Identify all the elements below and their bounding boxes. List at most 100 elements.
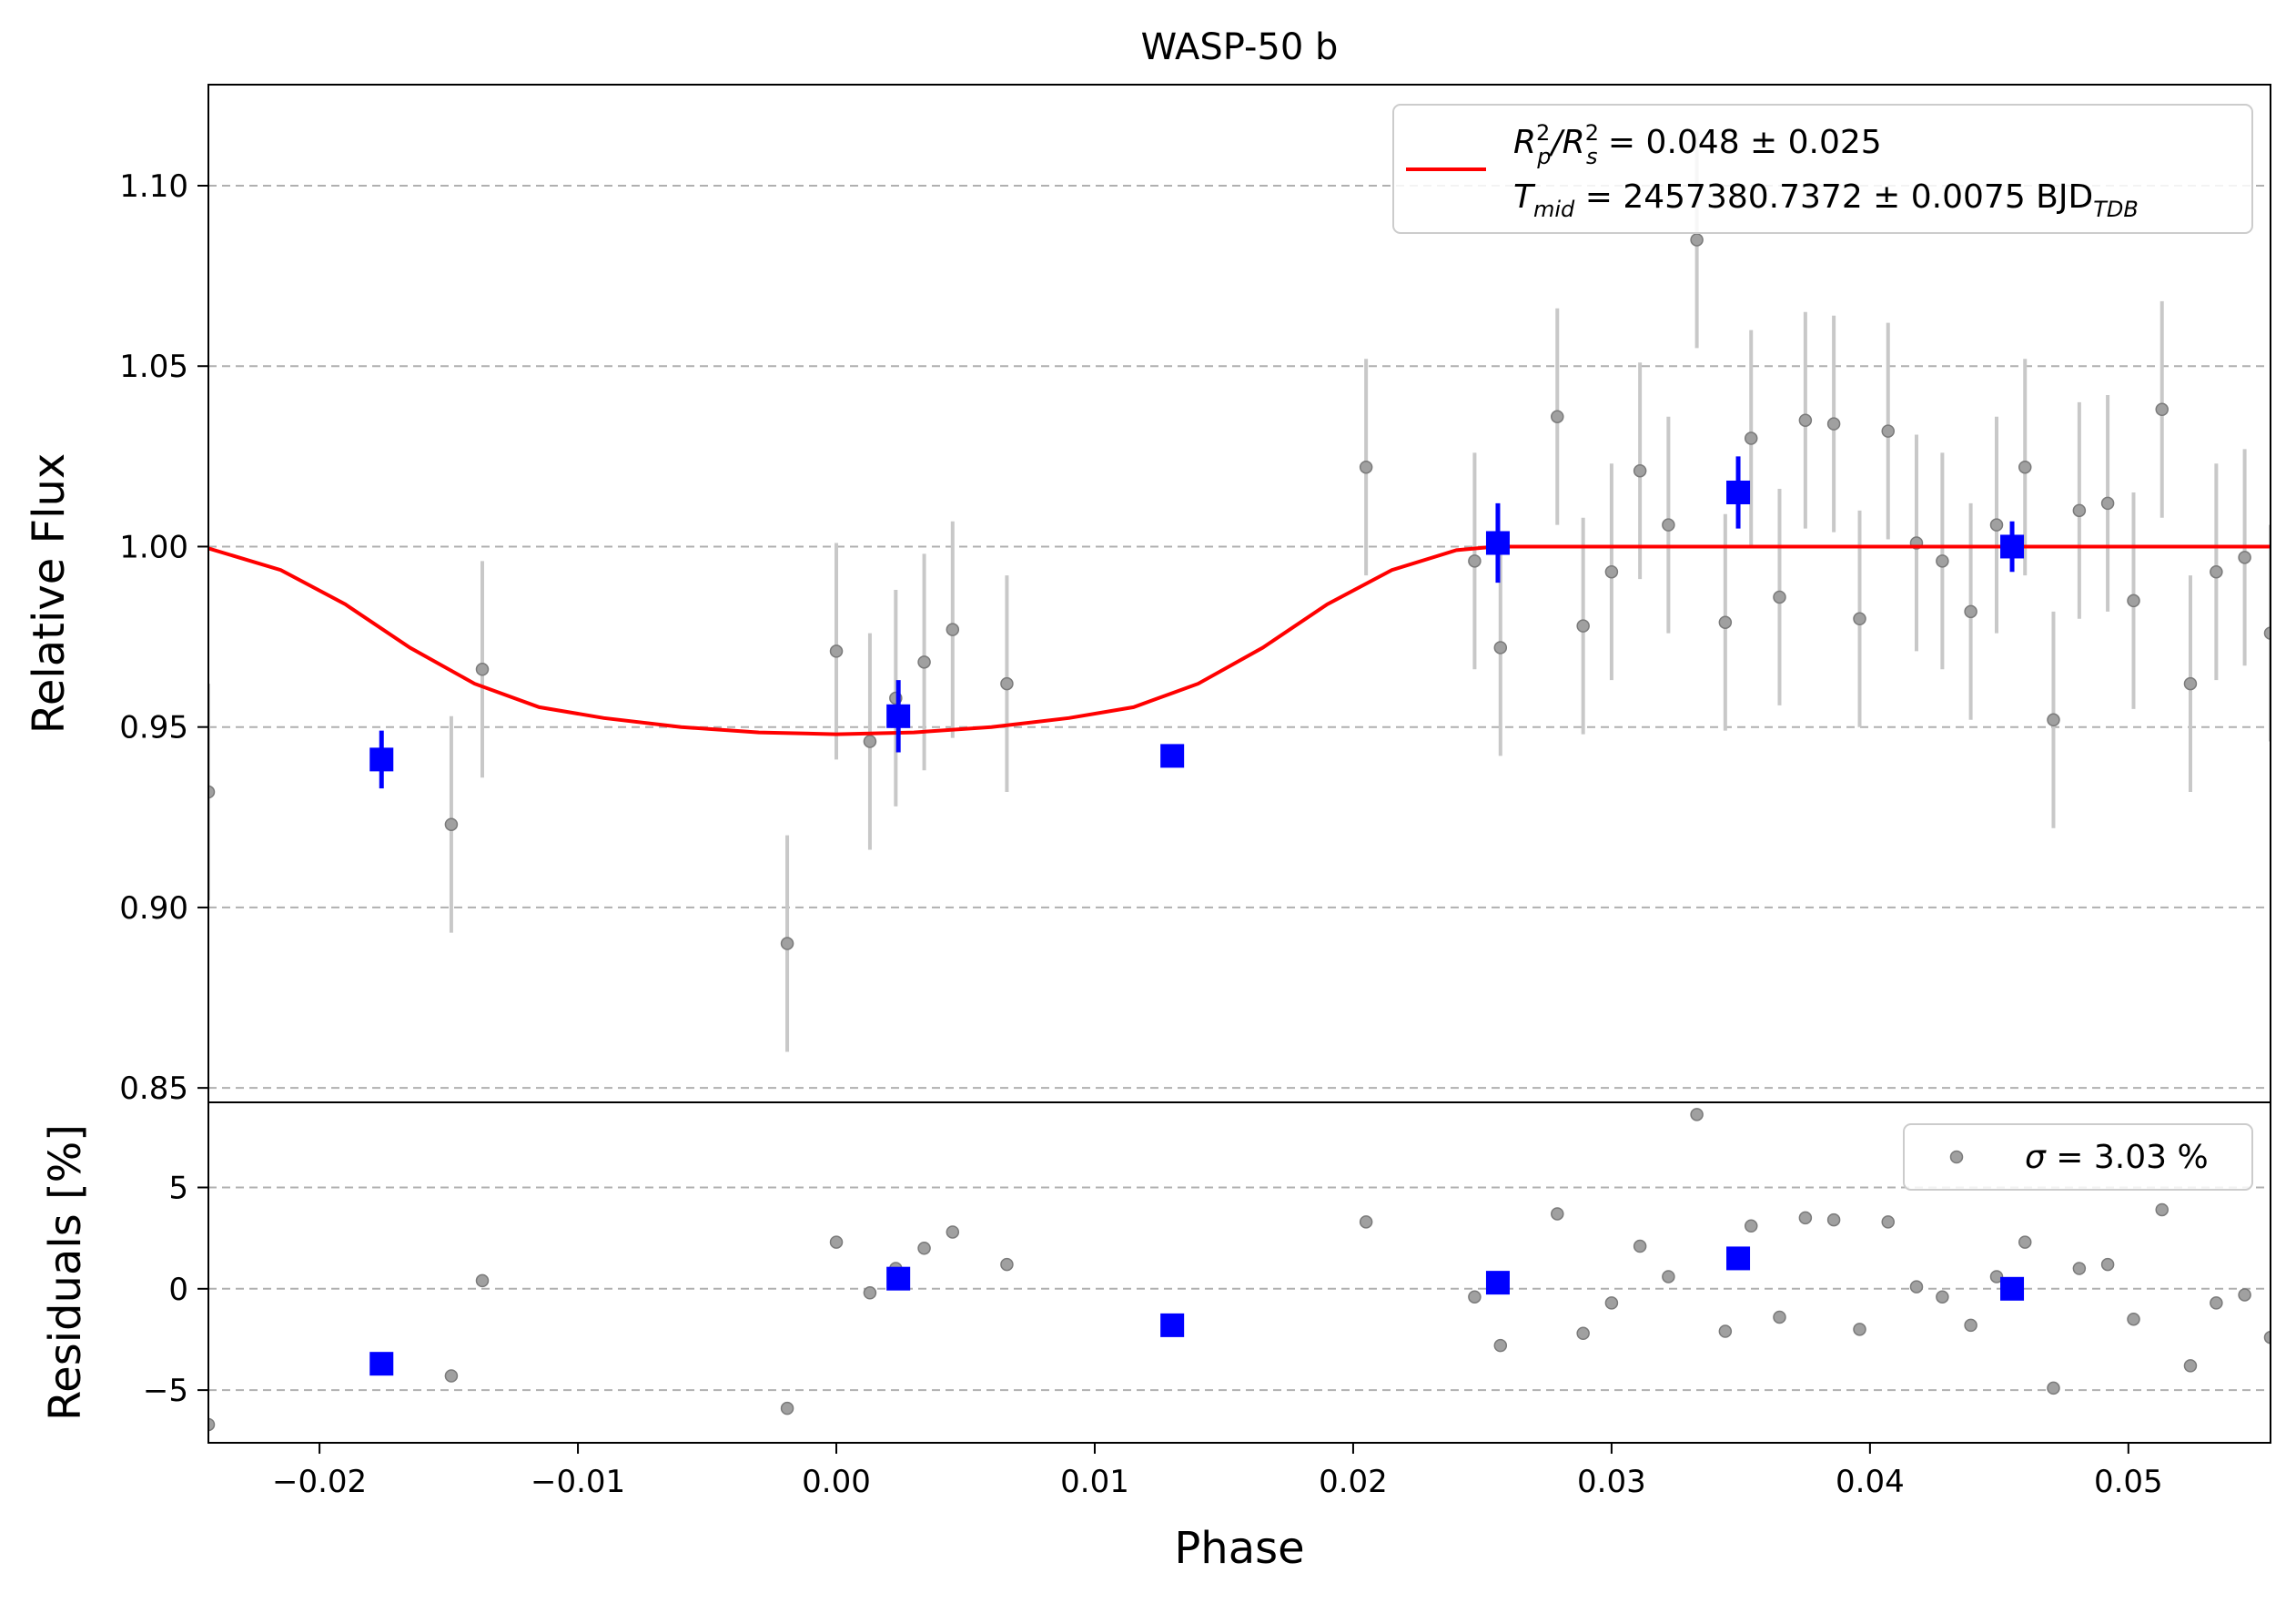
residuals-legend: σ = 3.03 %: [1903, 1123, 2253, 1191]
x-tick-label: 0.05: [2094, 1464, 2163, 1500]
binned-point: [1485, 1271, 1510, 1295]
y-tick-label: 1.05: [119, 349, 188, 385]
y-tick-label: 0.85: [119, 1070, 188, 1107]
y-axis-label: Residuals [%]: [40, 1124, 91, 1421]
data-point: [2100, 1257, 2115, 1272]
axes-frame: [207, 1101, 2271, 1444]
data-point: [1576, 1326, 1590, 1341]
data-point: [780, 937, 794, 950]
data-point: [444, 817, 459, 831]
binned-point: [2000, 534, 2025, 559]
data-point: [1826, 1212, 1841, 1227]
data-point: [2210, 1296, 2223, 1310]
data-point: [946, 623, 960, 636]
data-point: [1604, 564, 1619, 579]
legend-text-part: σ: [2025, 1139, 2047, 1176]
y-axis-label: Relative Flux: [24, 453, 75, 735]
data-point: [946, 1225, 960, 1239]
data-point: [2210, 564, 2223, 579]
data-point: [1881, 424, 1895, 438]
legend-label-mid-time: Tmid = 2457380.7372 ± 0.0075 BJDTDB: [1513, 178, 2139, 222]
legend-text-part: = 3.03 %: [2046, 1139, 2209, 1176]
binned-point: [1160, 744, 1185, 768]
y-tick-label: 0.90: [119, 890, 188, 927]
legend-box: [1392, 104, 2253, 234]
data-point: [780, 1401, 794, 1415]
data-point: [1662, 518, 1675, 532]
data-point: [1881, 1215, 1895, 1229]
binned-point: [1485, 531, 1510, 555]
data-point: [2155, 402, 2169, 417]
data-point: [2072, 1262, 2087, 1275]
data-point: [1744, 431, 1758, 445]
data-point: [1468, 1290, 1482, 1304]
data-point: [1604, 1296, 1619, 1310]
y-tick-label: 1.00: [119, 529, 188, 565]
legend-text-part: /R: [1549, 124, 1585, 161]
data-point: [1633, 1239, 1647, 1253]
data-point: [1989, 518, 2004, 532]
x-tick-label: 0.03: [1577, 1464, 1646, 1500]
data-point: [1853, 1323, 1866, 1336]
binned-point: [886, 704, 911, 728]
legend-text-part: = 2457380.7372 ± 0.0075 BJD: [1574, 178, 2093, 216]
data-point: [1690, 1108, 1704, 1121]
data-point: [475, 663, 490, 676]
y-tick-label: −5: [143, 1373, 188, 1409]
legend-label-radius-ratio: R2 p/R2 s = 0.048 ± 0.025: [1513, 120, 1882, 169]
data-point: [829, 1235, 844, 1249]
x-axis-label: Phase: [1174, 1523, 1304, 1574]
data-point: [2183, 676, 2198, 691]
data-point: [2238, 1288, 2251, 1302]
x-tick-label: 0.01: [1060, 1464, 1129, 1500]
flux-panel: 0.85 0.90 0.95 1.00 1.05 1.10 Relative Flux R2 p…: [24, 84, 2271, 1107]
data-point: [1000, 676, 1014, 691]
x-tick-label: 0.04: [1836, 1464, 1905, 1500]
y-tick-label: 1.10: [119, 168, 188, 205]
y-tick-label: 0.95: [119, 710, 188, 746]
data-point: [1989, 1270, 2004, 1283]
data-point: [1690, 233, 1704, 247]
residuals-legend-marker: [1949, 1150, 1964, 1164]
binned-point: [369, 747, 394, 772]
x-tick-label: 0.02: [1319, 1464, 1388, 1500]
x-tick-label: −0.02: [272, 1464, 367, 1500]
data-point: [1798, 413, 1813, 427]
data-point: [1744, 1219, 1758, 1233]
plot-area: [208, 131, 2271, 1052]
data-point: [2018, 460, 2032, 474]
binned-point: [1726, 480, 1751, 504]
data-point: [1909, 1280, 1924, 1294]
data-point: [1359, 460, 1373, 474]
data-point: [863, 735, 877, 748]
data-point: [208, 1417, 216, 1432]
data-point: [1576, 619, 1590, 633]
data-point: [829, 644, 844, 658]
data-point: [1853, 612, 1866, 626]
legend-subscript: p: [1536, 144, 1551, 169]
data-point: [1798, 1211, 1813, 1225]
legend-subscript: mid: [1533, 197, 1575, 222]
legend-text-part: R: [1513, 124, 1536, 161]
data-point: [1551, 1207, 1564, 1221]
data-point: [1964, 604, 1977, 619]
binned-point: [1726, 1246, 1751, 1271]
data-point: [1493, 641, 1508, 654]
data-point: [1000, 1257, 1014, 1272]
legend-subscript: s: [1586, 144, 1598, 169]
data-point: [1773, 590, 1786, 604]
residuals-legend-label: σ = 3.03 %: [2025, 1139, 2209, 1176]
binned-point: [2000, 1276, 2025, 1301]
data-point: [2238, 551, 2251, 564]
data-point: [2047, 1381, 2060, 1395]
binned-point: [1160, 1313, 1185, 1337]
data-point: [2127, 594, 2140, 608]
data-point: [917, 1242, 931, 1255]
data-point: [2183, 1359, 2198, 1373]
data-point: [444, 1369, 459, 1383]
y-tick-label: 0: [168, 1272, 188, 1308]
legend-superscript: 2: [1536, 120, 1550, 146]
data-point: [863, 1286, 877, 1300]
